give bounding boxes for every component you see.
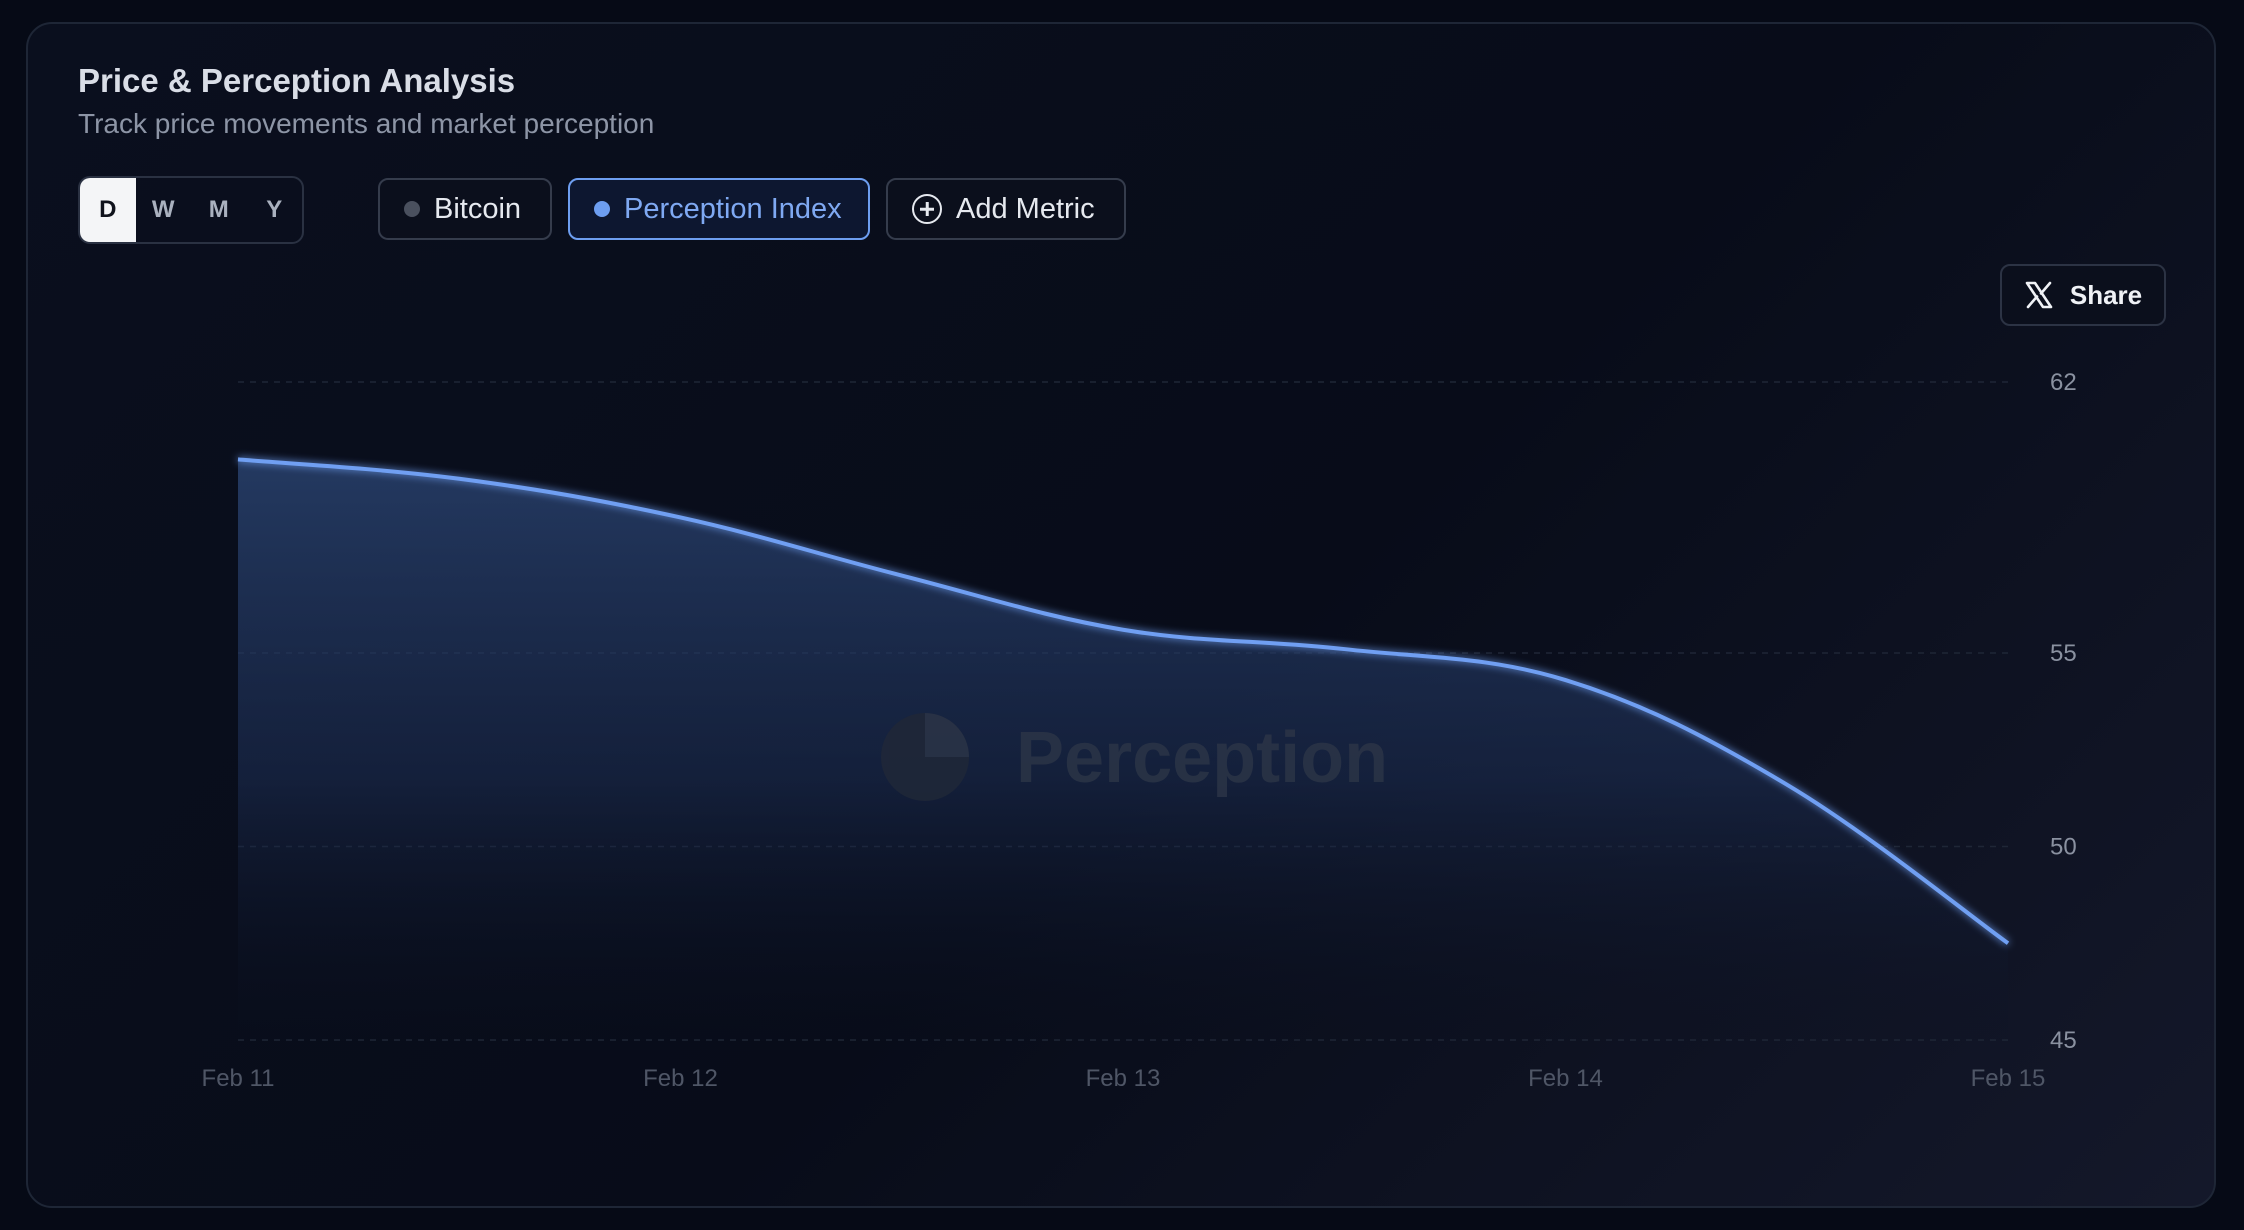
share-button[interactable]: Share xyxy=(2000,264,2166,326)
timeframe-day-button[interactable]: D xyxy=(80,178,136,242)
y-tick-label: 45 xyxy=(2050,1027,2077,1054)
timeframe-month-button[interactable]: M xyxy=(208,196,229,223)
add-metric-label: Add Metric xyxy=(956,192,1095,225)
plus-circle-icon xyxy=(912,194,942,224)
watermark-text: Perception xyxy=(1016,718,1388,798)
timeframe-week-button[interactable]: W xyxy=(151,196,175,223)
y-tick-label: 55 xyxy=(2050,640,2077,667)
y-tick-label: 50 xyxy=(2050,833,2077,860)
timeframe-selector: D W M Y xyxy=(78,176,304,244)
page-subtitle: Track price movements and market percept… xyxy=(78,108,655,139)
series-area xyxy=(238,459,2008,1041)
x-axis-ticks: Feb 11 Feb 12 Feb 13 Feb 14 Feb 15 xyxy=(202,1065,2046,1092)
y-axis-ticks: 45 50 55 62 xyxy=(2050,369,2077,1054)
x-tick-label: Feb 11 xyxy=(202,1065,275,1092)
y-tick-label: 62 xyxy=(2050,369,2077,396)
x-tick-label: Feb 14 xyxy=(1528,1065,1603,1092)
page-title: Price & Perception Analysis xyxy=(78,62,516,99)
x-logo-icon xyxy=(2025,281,2053,309)
perception-index-toggle-button[interactable]: Perception Index xyxy=(568,178,870,240)
perception-dot-icon xyxy=(594,201,610,217)
timeframe-year-button[interactable]: Y xyxy=(266,196,283,223)
x-tick-label: Feb 12 xyxy=(643,1065,718,1092)
watermark: Perception xyxy=(881,713,1388,801)
bitcoin-toggle-button[interactable]: Bitcoin xyxy=(378,178,552,240)
bitcoin-label: Bitcoin xyxy=(434,192,522,225)
watermark-logo-accent xyxy=(925,713,969,757)
bitcoin-dot-icon xyxy=(404,201,420,217)
perception-index-label: Perception Index xyxy=(624,192,842,225)
series-line xyxy=(237,457,2010,945)
x-tick-label: Feb 13 xyxy=(1086,1065,1161,1092)
chart-card: Price & Perception Analysis Track price … xyxy=(26,22,2216,1208)
share-label: Share xyxy=(2069,279,2143,310)
add-metric-button[interactable]: Add Metric xyxy=(886,178,1126,240)
x-tick-label: Feb 15 xyxy=(1971,1065,2046,1092)
